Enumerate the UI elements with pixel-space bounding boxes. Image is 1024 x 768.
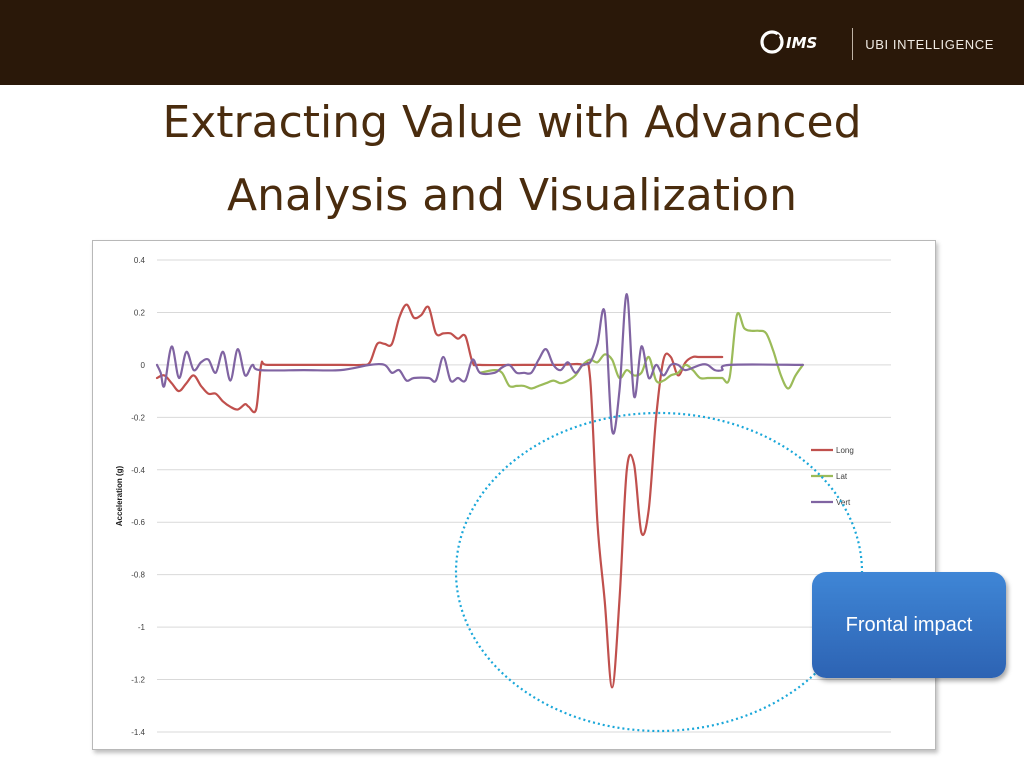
slide-title-line-1: Extracting Value with Advanced <box>162 97 862 148</box>
legend-label-long: Long <box>836 446 854 455</box>
slide-title-line-2: Analysis and Visualization <box>227 170 797 221</box>
legend-label-vert: Vert <box>836 498 851 507</box>
callout-label: Frontal impact <box>845 613 973 636</box>
y-axis-title: Acceleration (g) <box>115 465 124 526</box>
series-line-vert <box>155 292 804 435</box>
chart-frame: 0.4 0.2 0 -0.2 -0.4 -0.6 -0.8 -1 -1.2 -1.4 Acceler… <box>92 240 936 750</box>
y-tick-label: -1.2 <box>131 676 145 685</box>
acceleration-chart: 0.4 0.2 0 -0.2 -0.4 -0.6 -0.8 -1 -1.2 -1.4 Acceler… <box>115 256 891 737</box>
slide-title: Extracting Value with Advanced Analysis … <box>0 86 1024 232</box>
y-tick-label: -0.2 <box>131 413 145 422</box>
legend-label-lat: Lat <box>836 472 848 481</box>
frontal-impact-callout: Frontal impact <box>812 572 1006 678</box>
y-tick-label: 0.4 <box>134 256 146 265</box>
header-bar: IMS UBI INTELLIGENCE <box>0 0 1024 85</box>
y-tick-label: -1.4 <box>131 728 145 737</box>
brand-mark-text: IMS <box>786 34 817 52</box>
y-tick-label: -0.6 <box>131 518 145 527</box>
y-tick-label: 0.2 <box>134 308 146 317</box>
brand-logo: IMS UBI INTELLIGENCE <box>758 24 994 64</box>
brand-divider <box>852 28 854 60</box>
y-tick-label: -0.4 <box>131 466 145 475</box>
y-tick-label: -1 <box>138 623 146 632</box>
y-tick-label: -0.8 <box>131 571 145 580</box>
ims-logo-icon: IMS <box>758 27 842 62</box>
brand-name: UBI INTELLIGENCE <box>865 36 994 52</box>
y-tick-label: 0 <box>141 361 146 370</box>
